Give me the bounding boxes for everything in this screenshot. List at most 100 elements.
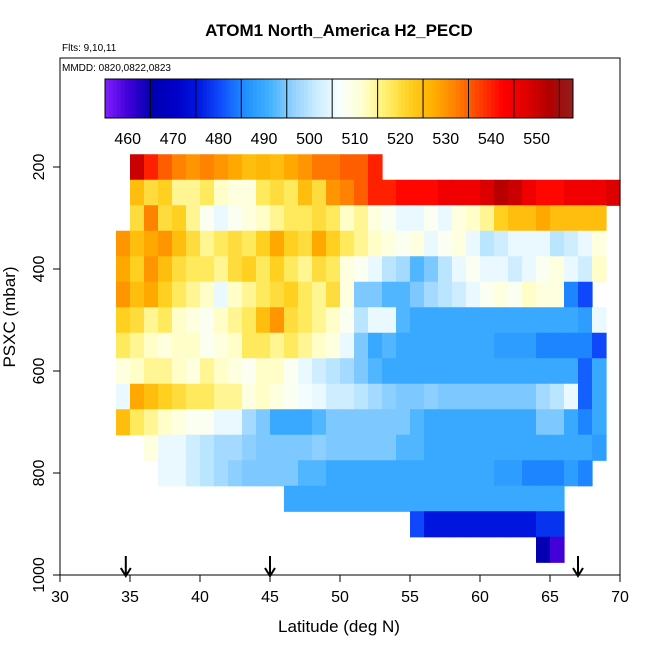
heatmap-cell [298, 434, 313, 461]
flight-marker-arrowhead [119, 567, 132, 578]
heatmap-cell [578, 307, 593, 334]
heatmap-cell [312, 460, 327, 487]
heatmap-cell [284, 179, 299, 206]
heatmap-cell [242, 409, 257, 436]
x-tick-label: 40 [191, 589, 209, 606]
flight-marker-arrowhead [572, 567, 584, 578]
heatmap-cell [466, 230, 481, 257]
heatmap-cell [536, 281, 551, 308]
heatmap-cell [242, 358, 257, 385]
heatmap-cell [424, 256, 439, 283]
heatmap-cell [508, 230, 523, 257]
colorbar-segment [300, 79, 305, 118]
heatmap-cell [270, 332, 285, 359]
heatmap-cell [354, 179, 369, 206]
heatmap-cell [158, 154, 173, 181]
heatmap-cell [480, 358, 495, 385]
heatmap-cell [340, 154, 355, 181]
heatmap-cell [382, 460, 397, 487]
heatmap-cell [354, 332, 369, 359]
heatmap-cell [368, 256, 383, 283]
colorbar-segment [339, 79, 344, 118]
heatmap-cell [438, 179, 453, 206]
heatmap-cell [186, 409, 201, 436]
heatmap-cell [256, 230, 271, 257]
heatmap-cell [410, 460, 425, 487]
heatmap-cell [452, 332, 467, 359]
heatmap-cells [116, 154, 621, 563]
colorbar-segment [124, 79, 129, 118]
heatmap-cell [424, 307, 439, 334]
heatmap-cell [564, 205, 579, 232]
heatmap-cell [396, 205, 411, 232]
heatmap-cell [144, 154, 159, 181]
heatmap-cell [536, 460, 551, 487]
heatmap-cell [452, 307, 467, 334]
colorbar-segment [381, 79, 387, 118]
heatmap-cell [256, 307, 271, 334]
heatmap-cell [424, 460, 439, 487]
colorbar-segment [432, 79, 437, 118]
y-tick-label: 400 [31, 256, 48, 283]
y-tick-label: 1000 [31, 557, 48, 593]
heatmap-cell [144, 409, 159, 436]
heatmap-cell [200, 230, 215, 257]
x-tick-label: 30 [51, 589, 69, 606]
colorbar-segment [128, 79, 133, 118]
heatmap-cell [382, 205, 397, 232]
heatmap-cell [130, 205, 145, 232]
heatmap-cell [256, 434, 271, 461]
heatmap-cell [438, 434, 453, 461]
heatmap-cell [116, 383, 131, 410]
heatmap-cell [270, 205, 285, 232]
colorbar-tick-label: 510 [342, 131, 369, 148]
colorbar-segment [335, 79, 340, 118]
heatmap-cell [158, 256, 173, 283]
heatmap-cell [438, 358, 453, 385]
colorbar-segment [346, 79, 352, 118]
heatmap-cell [494, 358, 509, 385]
heatmap-cell [382, 383, 397, 410]
heatmap-cell [452, 281, 467, 308]
heatmap-cell [382, 332, 397, 359]
colorbar-segment [132, 79, 137, 118]
colorbar-segment [409, 79, 414, 118]
heatmap-cell [130, 154, 145, 181]
colorbar-segment [331, 79, 336, 118]
heatmap-cell [396, 230, 411, 257]
heatmap-cell [144, 281, 159, 308]
heatmap-cell [354, 383, 369, 410]
heatmap-cell [186, 230, 201, 257]
heatmap-cell [564, 409, 579, 436]
y-axis-label: PSXC (mbar) [0, 266, 19, 367]
heatmap-cell [396, 358, 411, 385]
colorbar-segment [397, 79, 402, 118]
colorbar-segment [491, 79, 496, 118]
colorbar-segment [506, 79, 512, 118]
heatmap-cell [186, 281, 201, 308]
heatmap-cell [382, 179, 397, 206]
heatmap-cell [130, 332, 145, 359]
heatmap-cell [452, 485, 467, 512]
heatmap-cell [326, 281, 341, 308]
heatmap-cell [536, 434, 551, 461]
heatmap-cell [480, 230, 495, 257]
heatmap-cell [480, 409, 495, 436]
heatmap-cell [578, 409, 593, 436]
heatmap-cell [438, 205, 453, 232]
heatmap-cell [242, 179, 257, 206]
colorbar-segment [268, 79, 274, 118]
heatmap-cell [256, 281, 271, 308]
heatmap-cell [522, 358, 537, 385]
colorbar-segment [463, 79, 469, 118]
heatmap-cell [256, 383, 271, 410]
heatmap-cell [466, 205, 481, 232]
heatmap-cell [578, 358, 593, 385]
heatmap-cell [550, 256, 565, 283]
heatmap-cell [550, 281, 565, 308]
colorbar-segment [140, 79, 145, 118]
heatmap-cell [228, 409, 243, 436]
colorbar-segment [210, 79, 215, 118]
heatmap-cell [494, 332, 509, 359]
